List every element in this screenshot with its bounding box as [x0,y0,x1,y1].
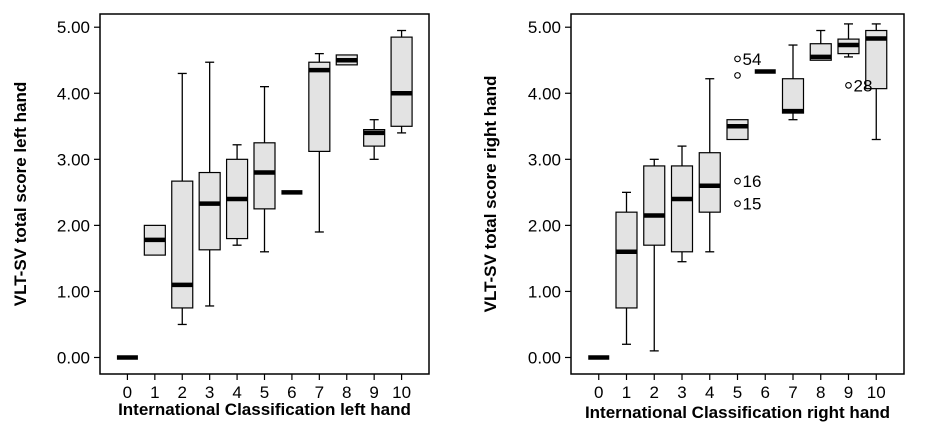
box-body [390,36,413,127]
outlier-point [734,55,741,63]
outlier-label: 15 [743,195,762,214]
y-tick-label: 5.00 [57,18,90,37]
box-body [253,142,276,210]
x-tick-label: 3 [677,383,686,402]
y-tick-label: 1.00 [528,282,561,301]
y-tick-label: 0.00 [57,348,90,367]
x-tick-label: 5 [733,383,742,402]
x-tick-label: 5 [260,383,269,402]
x-tick-label: 8 [816,383,825,402]
x-tick-label: 3 [205,383,214,402]
x-tick-label: 1 [622,383,631,402]
x-tick-label: 9 [844,383,853,402]
outlier-point [845,81,852,89]
y-tick-label: 3.00 [57,150,90,169]
outlier-point [734,72,741,79]
box-category-2 [643,158,666,352]
box-category-9 [837,23,860,58]
box-category-4 [698,78,721,253]
outlier-label: 28 [854,76,873,95]
x-tick-label: 2 [650,383,659,402]
x-tick-label: 4 [705,383,714,402]
box-category-1 [615,191,638,345]
x-tick-label: 4 [232,383,241,402]
x-tick-label: 1 [150,383,159,402]
box-category-5 [253,86,276,253]
box-body [615,211,638,309]
y-tick-label: 3.00 [528,150,561,169]
y-tick-label: 4.00 [528,84,561,103]
box-category-7 [308,52,331,233]
y-tick-label: 1.00 [57,282,90,301]
x-tick-label: 9 [369,383,378,402]
box-body [726,119,749,141]
x-axis-label: International Classification right hand [585,403,890,422]
box-category-8 [809,29,832,61]
x-tick-label: 7 [315,383,324,402]
box-category-9 [363,119,386,160]
x-tick-label: 10 [867,383,886,402]
box-category-5 [726,119,749,141]
outlier-point [734,177,741,185]
box-category-8 [335,54,358,66]
x-tick-label: 0 [123,383,132,402]
box-category-10 [390,29,413,134]
outlier-point [734,200,741,207]
box-category-7 [781,44,805,121]
x-tick-label: 2 [178,383,187,402]
x-tick-label: 0 [594,383,603,402]
box-category-3 [198,61,221,307]
chart-panel-2: 0.00 1.00 2.00 3.00 4.00 5.00 0 1 2 3 4 5 6 7 8 9 10Inte… [481,13,905,422]
y-axis-label: VLT-SV total score right hand [481,76,500,313]
y-tick-label: 5.00 [528,18,561,37]
box-body [865,29,888,90]
x-tick-label: 6 [287,383,296,402]
box-body [171,180,194,309]
y-tick-label: 2.00 [528,216,561,235]
box-body [198,171,221,251]
box-category-4 [225,144,249,246]
x-tick-label: 7 [788,383,797,402]
x-tick-label: 10 [392,383,411,402]
y-axis-label: VLT-SV total score left hand [11,82,30,307]
box-category-10 [865,23,888,141]
plot-frame [570,13,905,375]
y-tick-label: 4.00 [57,84,90,103]
box-body [698,152,721,213]
y-tick-label: 2.00 [57,216,90,235]
box-body [670,165,694,253]
box-body [781,78,805,114]
outlier-label: 16 [743,172,762,191]
y-tick-label: 0.00 [528,348,561,367]
x-tick-label: 6 [761,383,770,402]
x-tick-label: 8 [342,383,351,402]
x-axis-label: International Classification left hand [118,400,411,419]
box-body [643,165,666,246]
box-category-2 [171,72,194,326]
box-body [308,61,331,152]
outlier-label: 54 [743,50,762,69]
box-category-3 [670,145,694,263]
box-category-1 [143,224,166,256]
chart-panel-1: 0.00 1.00 2.00 3.00 4.00 5.00 0 1 2 3 4 5 6 7 8 9 10Inte… [11,13,430,419]
